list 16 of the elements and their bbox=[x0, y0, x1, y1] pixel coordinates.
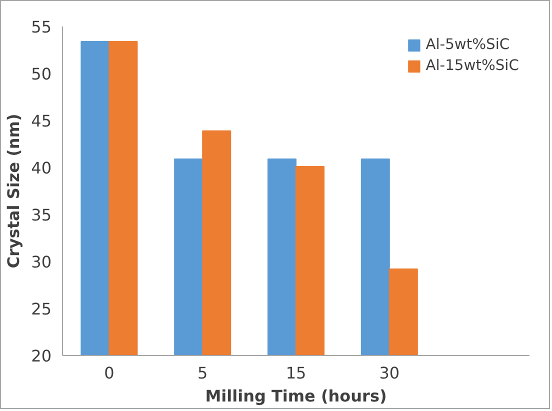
x-tick-label: 0 bbox=[104, 364, 114, 382]
x-tick-label: 15 bbox=[286, 364, 306, 382]
legend-label: Al-5wt%SiC bbox=[426, 36, 510, 53]
y-tick-label: 40 bbox=[31, 158, 52, 178]
legend-label: Al-15wt%SiC bbox=[426, 57, 519, 74]
y-tick-label: 45 bbox=[31, 112, 52, 130]
x-axis-title: Milling Time (hours) bbox=[205, 386, 387, 406]
y-tick-label: 55 bbox=[31, 18, 52, 36]
y-tick-label: 35 bbox=[31, 206, 52, 224]
y-tick-label: 30 bbox=[31, 252, 52, 272]
y-tick-label: 50 bbox=[31, 64, 52, 84]
x-tick-label: 5 bbox=[198, 364, 208, 382]
y-tick-label: 20 bbox=[31, 346, 52, 366]
y-tick-label: 25 bbox=[31, 300, 52, 318]
x-tick-label: 30 bbox=[379, 364, 400, 382]
y-axis-title: Crystal Size (nm) bbox=[4, 114, 24, 268]
